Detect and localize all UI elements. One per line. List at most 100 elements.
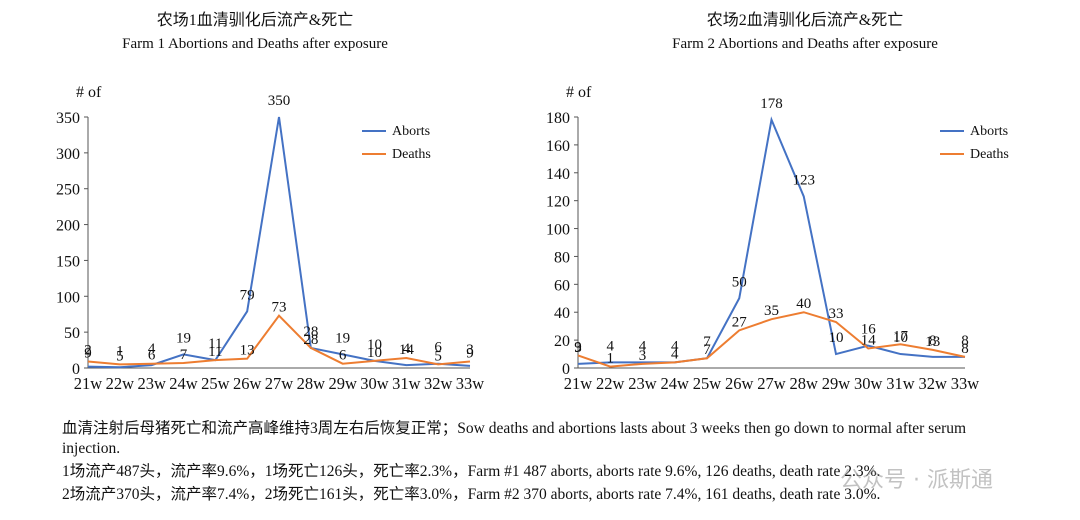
legend-label: Deaths <box>970 147 1009 162</box>
data-label: 11 <box>208 344 222 360</box>
x-tick-label: 25w <box>693 374 722 393</box>
x-tick-label: 32w <box>919 374 948 393</box>
y-tick-label: 300 <box>56 146 80 163</box>
data-label: 1 <box>607 351 615 367</box>
data-label: 19 <box>176 330 191 346</box>
x-tick-label: 23w <box>137 374 166 393</box>
x-tick-label: 31w <box>392 374 421 393</box>
y-tick-label: 60 <box>554 277 570 294</box>
legend-label: Aborts <box>392 124 430 139</box>
note: 血清注射后母猪死亡和流产高峰维持3周左右后恢复正常；Sow deaths and… <box>62 420 967 457</box>
x-tick-label: 26w <box>233 374 262 393</box>
x-tick-label: 21w <box>564 374 593 393</box>
legend-label: Aborts <box>970 124 1008 139</box>
x-tick-label: 24w <box>661 374 690 393</box>
x-tick-label: 23w <box>628 374 657 393</box>
x-tick-label: 33w <box>951 374 980 393</box>
y-tick-label: 100 <box>56 289 80 306</box>
x-tick-label: 24w <box>169 374 198 393</box>
data-label: 13 <box>240 343 255 359</box>
data-label: 4 <box>148 341 156 357</box>
chart-title: 农场1血清驯化后流产&死亡 <box>157 11 353 29</box>
data-label: 40 <box>796 296 811 312</box>
y-tick-label: 50 <box>64 325 80 342</box>
y-tick-label: 120 <box>546 194 570 211</box>
data-label: 50 <box>732 274 747 290</box>
data-label: 8 <box>961 333 969 349</box>
x-tick-label: 27w <box>265 374 294 393</box>
x-tick-label: 28w <box>790 374 819 393</box>
data-label: 8 <box>961 341 969 357</box>
data-label: 4 <box>671 338 679 354</box>
data-label: 6 <box>148 348 156 364</box>
x-tick-label: 29w <box>822 374 851 393</box>
data-label: 79 <box>240 287 255 303</box>
x-tick-label: 28w <box>297 374 326 393</box>
x-tick-label: 27w <box>757 374 786 393</box>
note: 1场流产487头，流产率9.6%，1场死亡126头，死亡率2.3%，Farm #… <box>62 463 881 480</box>
data-label: 10 <box>367 345 382 361</box>
data-label: 35 <box>764 303 779 319</box>
data-label: 4 <box>671 346 679 362</box>
data-label: 19 <box>335 330 350 346</box>
data-label: 178 <box>760 96 783 112</box>
y-tick-label: 160 <box>546 138 570 155</box>
series-line <box>87 314 471 366</box>
data-label: 6 <box>339 348 347 364</box>
y-tick-label: 20 <box>554 333 570 350</box>
data-label: 11 <box>208 336 222 352</box>
data-label: 2 <box>84 343 92 359</box>
data-label: 4 <box>607 338 615 354</box>
y-tick-label: 180 <box>546 110 570 127</box>
x-tick-label: 30w <box>360 374 389 393</box>
chart-title: 农场2血清驯化后流产&死亡 <box>707 11 903 29</box>
x-tick-label: 22w <box>106 374 135 393</box>
data-label: 3 <box>639 348 647 364</box>
y-axis-label: # of <box>76 84 102 101</box>
data-label: 28 <box>303 324 318 340</box>
data-label: 16 <box>861 322 877 338</box>
data-label: 33 <box>829 306 844 322</box>
series-line <box>577 311 966 368</box>
series-line <box>577 116 965 365</box>
data-label: 28 <box>303 332 318 348</box>
data-label: 1 <box>116 343 124 359</box>
data-label: 5 <box>116 348 124 364</box>
x-tick-label: 32w <box>424 374 453 393</box>
chart-subtitle: Farm 1 Abortions and Deaths after exposu… <box>122 36 388 52</box>
data-label: 14 <box>861 332 877 348</box>
data-label: 4 <box>403 341 411 357</box>
x-tick-label: 33w <box>456 374 485 393</box>
data-label: 4 <box>639 338 647 354</box>
y-tick-label: 250 <box>56 182 80 199</box>
data-label: 9 <box>466 346 474 362</box>
y-tick-label: 0 <box>72 361 80 378</box>
data-label: 9 <box>84 346 92 362</box>
legend-label: Deaths <box>392 147 431 162</box>
y-tick-label: 350 <box>56 110 80 127</box>
chart-subtitle: Farm 2 Abortions and Deaths after exposu… <box>672 36 938 52</box>
data-label: 7 <box>703 342 711 358</box>
data-label: 3 <box>574 340 582 356</box>
data-label: 123 <box>793 172 816 188</box>
data-label: 13 <box>925 334 940 350</box>
data-label: 14 <box>399 342 415 358</box>
x-tick-label: 29w <box>328 374 357 393</box>
y-tick-label: 80 <box>554 249 570 266</box>
x-tick-label: 30w <box>854 374 883 393</box>
data-label: 10 <box>893 330 908 346</box>
note: 2场流产370头，流产率7.4%，2场死亡161头，死亡率3.0%，Farm #… <box>62 486 881 503</box>
x-tick-label: 21w <box>74 374 103 393</box>
y-tick-label: 150 <box>56 253 80 270</box>
y-axis-label: # of <box>566 84 592 101</box>
y-tick-label: 100 <box>546 222 570 239</box>
data-label: 350 <box>268 93 291 109</box>
series-line <box>87 116 471 369</box>
data-label: 8 <box>929 333 937 349</box>
data-label: 17 <box>893 328 909 344</box>
data-label: 3 <box>466 342 474 358</box>
data-label: 73 <box>272 300 287 316</box>
y-tick-label: 40 <box>554 305 570 322</box>
x-tick-label: 22w <box>596 374 625 393</box>
